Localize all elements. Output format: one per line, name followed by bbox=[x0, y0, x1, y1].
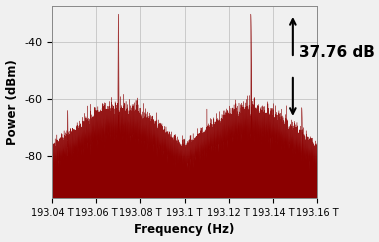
Y-axis label: Power (dBm): Power (dBm) bbox=[6, 59, 19, 145]
X-axis label: Frequency (Hz): Frequency (Hz) bbox=[135, 223, 235, 236]
Text: 37.76 dB: 37.76 dB bbox=[299, 45, 375, 60]
